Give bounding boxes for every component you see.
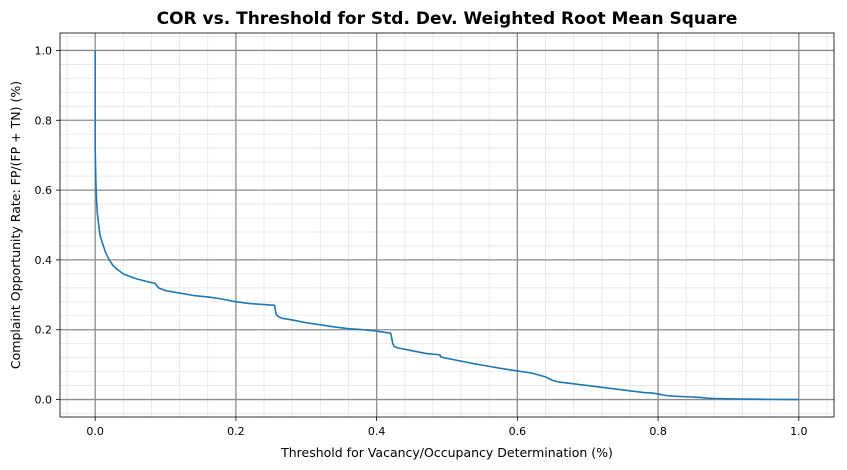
- series-line: [94, 50, 799, 401]
- minor-grid: [60, 33, 834, 417]
- x-tick-label: 0.4: [368, 425, 386, 438]
- y-tick-label: 0.8: [35, 114, 53, 127]
- x-axis-ticks: 0.0 0.2 0.4 0.6 0.8 1.0: [86, 417, 808, 438]
- y-tick-label: 0.2: [35, 324, 53, 337]
- x-tick-label: 0.6: [509, 425, 527, 438]
- x-tick-label: 0.2: [227, 425, 245, 438]
- y-tick-label: 0.6: [35, 184, 53, 197]
- y-tick-label: 0.0: [35, 394, 53, 407]
- y-axis-label: Complaint Opportunity Rate: FP/(FP + TN)…: [8, 81, 23, 369]
- x-tick-label: 0.0: [86, 425, 104, 438]
- y-tick-label: 1.0: [35, 44, 53, 57]
- x-tick-label: 0.8: [649, 425, 667, 438]
- y-axis-ticks: 0.0 0.2 0.4 0.6 0.8 1.0: [35, 44, 60, 407]
- x-tick-label: 1.0: [790, 425, 808, 438]
- plot-frame: [59, 32, 835, 418]
- chart-title: COR vs. Threshold for Std. Dev. Weighted…: [157, 9, 738, 29]
- major-grid: [60, 33, 834, 417]
- y-tick-label: 0.4: [35, 254, 53, 267]
- x-axis-label: Threshold for Vacancy/Occupancy Determin…: [280, 445, 613, 460]
